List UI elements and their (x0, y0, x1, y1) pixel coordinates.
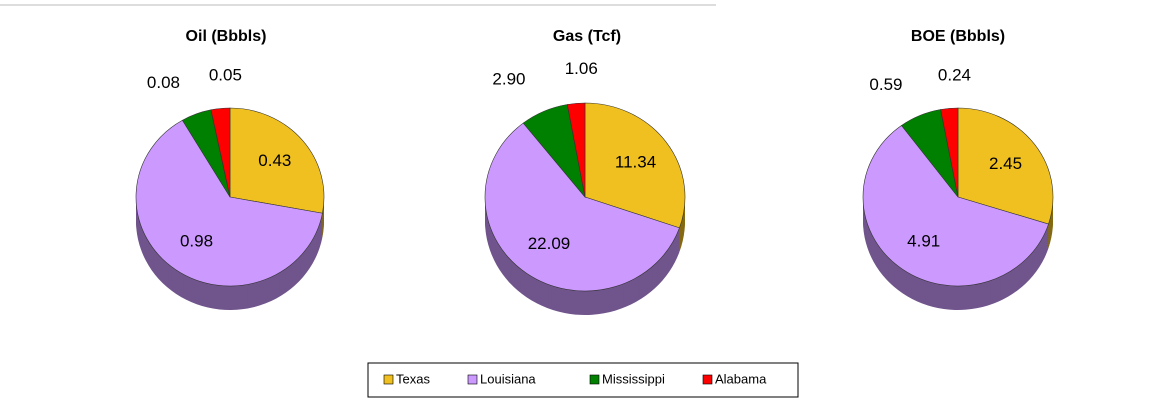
pie-slice (210, 107, 231, 198)
data-label: 1.06 (565, 59, 598, 78)
pie-slice (229, 107, 325, 214)
pie-slice (484, 122, 680, 292)
data-label: 2.90 (492, 69, 525, 88)
data-label: 11.34 (615, 153, 656, 172)
data-label: 0.59 (869, 75, 902, 94)
legend-label: Louisiana (480, 371, 536, 386)
legend-label: Mississippi (602, 371, 665, 386)
data-label: 0.24 (938, 66, 971, 85)
data-label: 2.45 (989, 154, 1022, 173)
chart-title: Oil (Bbbls) (186, 28, 267, 45)
legend (367, 362, 799, 398)
legend-label: Texas (396, 371, 430, 386)
data-label: 0.08 (147, 73, 180, 92)
data-label: 22.09 (528, 234, 571, 253)
pie-slice (566, 102, 586, 198)
chart-title: BOE (Bbbls) (911, 28, 1005, 45)
chart-title: Gas (Tcf) (553, 28, 621, 45)
data-label: 0.98 (180, 232, 213, 251)
legend-swatch (589, 374, 600, 385)
legend-label: Alabama (715, 371, 767, 386)
pie-slice (940, 107, 959, 198)
data-label: 0.43 (258, 151, 291, 170)
pie-slice (135, 119, 323, 287)
data-label: 4.91 (907, 231, 940, 250)
pie-slice (957, 107, 1054, 225)
pie-slice (584, 102, 686, 229)
legend-swatch (702, 374, 713, 385)
data-label: 0.05 (209, 66, 242, 85)
legend-swatch (383, 374, 394, 385)
pie-slice (862, 125, 1049, 287)
legend-swatch (467, 374, 478, 385)
